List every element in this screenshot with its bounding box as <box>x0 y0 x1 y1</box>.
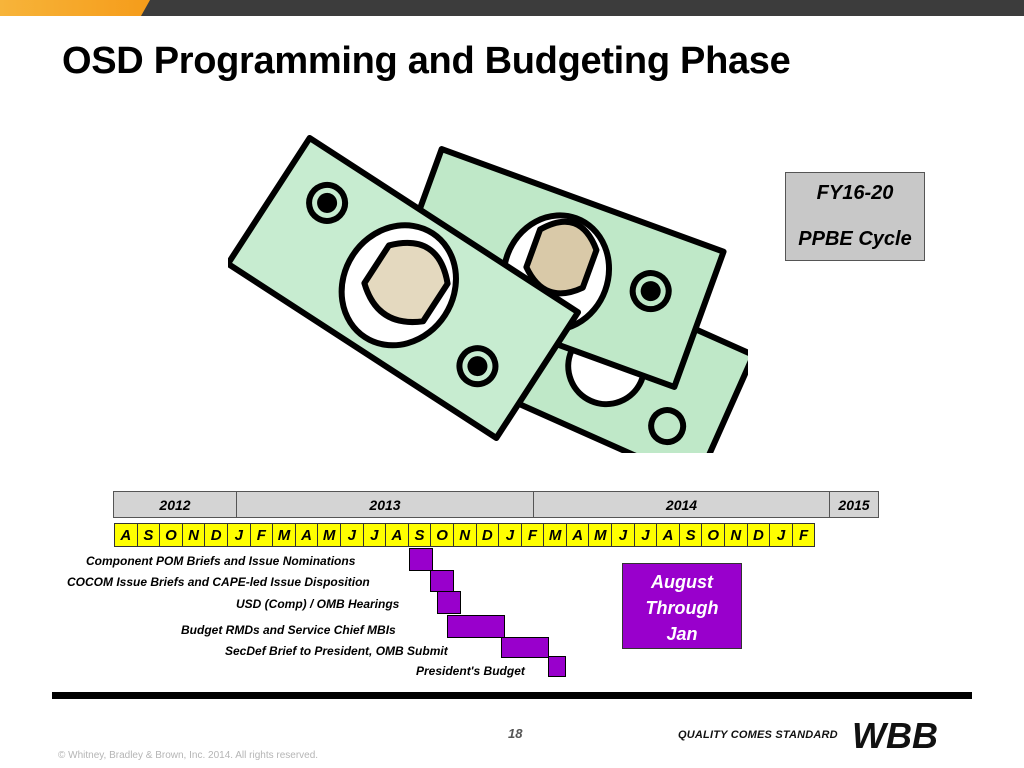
august-through-jan-callout: August Through Jan <box>622 563 742 649</box>
month-cell: J <box>633 523 658 547</box>
logo-text: WBB <box>852 718 938 752</box>
month-cell: J <box>339 523 364 547</box>
month-cell: S <box>407 523 432 547</box>
month-cell: M <box>272 523 296 547</box>
month-cell: A <box>385 523 409 547</box>
footer-divider <box>52 692 972 699</box>
month-cell: F <box>249 523 274 547</box>
page-number: 18 <box>508 726 523 741</box>
tagline: QUALITY COMES STANDARD <box>678 729 838 741</box>
month-cell: N <box>181 523 206 547</box>
month-row: A S O N D J F M A M J J A S O N D J F M … <box>114 523 816 547</box>
year-header-row: 2012 2013 2014 2015 <box>113 491 879 518</box>
cycle-fy-label: FY16-20 <box>816 182 894 204</box>
month-cell: J <box>362 523 387 547</box>
task-label: SecDef Brief to President, OMB Submit <box>225 644 448 658</box>
month-cell: A <box>114 523 138 547</box>
task-label: President's Budget <box>416 664 525 678</box>
copyright-notice: © Whitney, Bradley & Brown, Inc. 2014. A… <box>58 750 319 761</box>
cycle-box: FY16-20 PPBE Cycle <box>785 172 925 261</box>
month-cell: N <box>724 523 748 547</box>
gantt-bar <box>409 548 433 571</box>
month-cell: M <box>543 523 567 547</box>
month-cell: D <box>204 523 228 547</box>
month-cell: S <box>678 523 703 547</box>
month-cell: O <box>701 523 726 547</box>
top-bar-accent <box>0 0 150 16</box>
gantt-bar <box>501 637 549 658</box>
task-label: Component POM Briefs and Issue Nominatio… <box>86 554 356 568</box>
month-cell: N <box>452 523 477 547</box>
month-cell: F <box>791 523 816 547</box>
cycle-name-label: PPBE Cycle <box>798 228 912 250</box>
callout-line: Through <box>645 598 719 618</box>
gantt-bar <box>548 656 566 677</box>
top-bar <box>0 0 1024 16</box>
month-cell: F <box>520 523 545 547</box>
task-label: Budget RMDs and Service Chief MBIs <box>181 623 396 637</box>
year-cell: 2015 <box>829 491 879 518</box>
task-label: COCOM Issue Briefs and CAPE-led Issue Di… <box>67 575 370 589</box>
month-cell: J <box>226 523 251 547</box>
money-clipart-image <box>228 134 748 453</box>
year-cell: 2014 <box>533 491 830 518</box>
month-cell: O <box>159 523 183 547</box>
year-cell: 2012 <box>113 491 237 518</box>
callout-line: Jan <box>666 624 698 644</box>
month-cell: A <box>565 523 590 547</box>
month-cell: J <box>498 523 522 547</box>
month-cell: S <box>136 523 161 547</box>
wbb-logo: WBB <box>852 718 938 752</box>
month-cell: D <box>475 523 500 547</box>
month-cell: M <box>588 523 613 547</box>
month-cell: J <box>769 523 793 547</box>
month-cell: A <box>294 523 319 547</box>
gantt-bar <box>447 615 505 638</box>
month-cell: M <box>317 523 341 547</box>
gantt-bar <box>437 591 461 614</box>
task-label: USD (Comp) / OMB Hearings <box>236 597 400 611</box>
month-cell: A <box>656 523 680 547</box>
callout-line: August <box>651 572 713 592</box>
month-cell: O <box>430 523 454 547</box>
month-cell: J <box>611 523 635 547</box>
gantt-bar <box>430 570 454 592</box>
month-cell: D <box>746 523 771 547</box>
slide-title: OSD Programming and Budgeting Phase <box>62 40 791 82</box>
year-cell: 2013 <box>236 491 534 518</box>
